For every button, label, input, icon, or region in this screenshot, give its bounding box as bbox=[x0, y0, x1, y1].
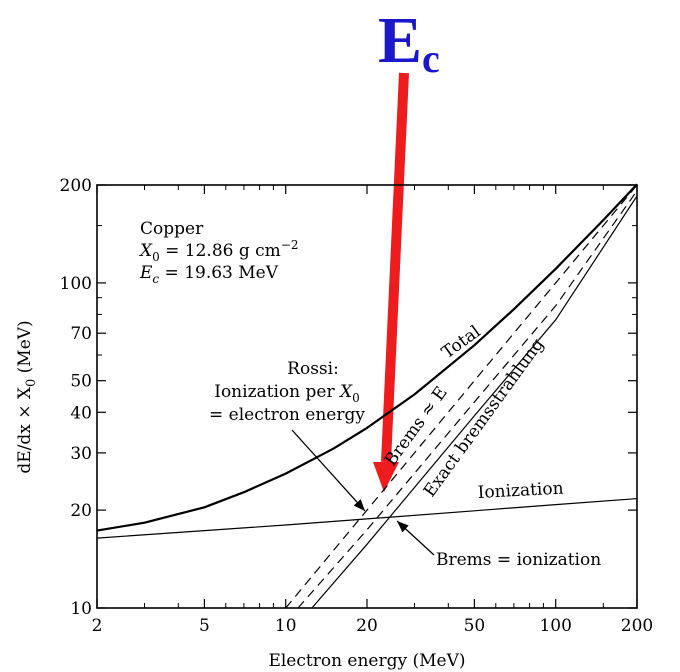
brems-ion-pointer-arrow bbox=[396, 520, 435, 556]
y-tick-label: 40 bbox=[70, 403, 92, 423]
axis-ticks: 2 5 10 20 50 100 200 10 20 30 40 50 70 100 200 bbox=[60, 176, 654, 636]
label-brems-eq-ion: Brems = ionization bbox=[436, 550, 601, 570]
chart-title: Ec bbox=[378, 4, 440, 81]
y-axis-title-suffix: (MeV) bbox=[15, 320, 35, 378]
info-material: Copper bbox=[140, 219, 204, 239]
info-box: Copper X0 = 12.86 g cm−2 Ec = 19.63 MeV bbox=[138, 219, 299, 286]
series-line-1 bbox=[96, 498, 638, 539]
info-ec: Ec = 19.63 MeV bbox=[139, 263, 279, 286]
series-line-2 bbox=[311, 195, 638, 609]
label-exact-brems: Exact bremsstrahlung bbox=[420, 335, 548, 501]
y-tick-label: 200 bbox=[60, 176, 92, 196]
y-axis-title-subscript: 0 bbox=[24, 379, 39, 387]
y-tick-label: 20 bbox=[70, 501, 92, 521]
x-tick-label: 100 bbox=[539, 616, 571, 636]
x-tick-label: 50 bbox=[464, 616, 486, 636]
series-layer bbox=[96, 183, 638, 609]
y-axis-title: dE/dx × X0 (MeV) bbox=[15, 320, 39, 473]
x-tick-label: 200 bbox=[621, 616, 653, 636]
y-tick-label: 30 bbox=[70, 444, 92, 464]
rossi-line-3: = electron energy bbox=[209, 405, 365, 425]
x-tick-label: 2 bbox=[92, 616, 103, 636]
info-x0: X0 = 12.86 g cm−2 bbox=[138, 238, 299, 264]
rossi-annotation: Rossi: Ionization per X0 = electron ener… bbox=[209, 359, 365, 425]
y-tick-label: 70 bbox=[70, 324, 92, 344]
label-ionization: Ionization bbox=[477, 479, 564, 503]
series-line-3 bbox=[297, 190, 638, 609]
ec-arrow bbox=[373, 72, 409, 492]
rossi-pointer-arrow bbox=[291, 429, 366, 512]
series-line-0 bbox=[96, 183, 638, 532]
y-tick-label: 50 bbox=[70, 372, 92, 392]
rossi-line-1: Rossi: bbox=[287, 359, 339, 379]
x-axis-title: Electron energy (MeV) bbox=[268, 651, 465, 671]
chart-title-subscript: c bbox=[422, 36, 440, 81]
series-line-4 bbox=[285, 184, 638, 609]
x-tick-label: 20 bbox=[356, 616, 378, 636]
x-tick-label: 5 bbox=[199, 616, 210, 636]
rossi-line-2: Ionization per X0 bbox=[214, 382, 360, 405]
x-tick-label: 10 bbox=[275, 616, 297, 636]
y-tick-label: 100 bbox=[60, 274, 92, 294]
y-tick-label: 10 bbox=[70, 599, 92, 619]
